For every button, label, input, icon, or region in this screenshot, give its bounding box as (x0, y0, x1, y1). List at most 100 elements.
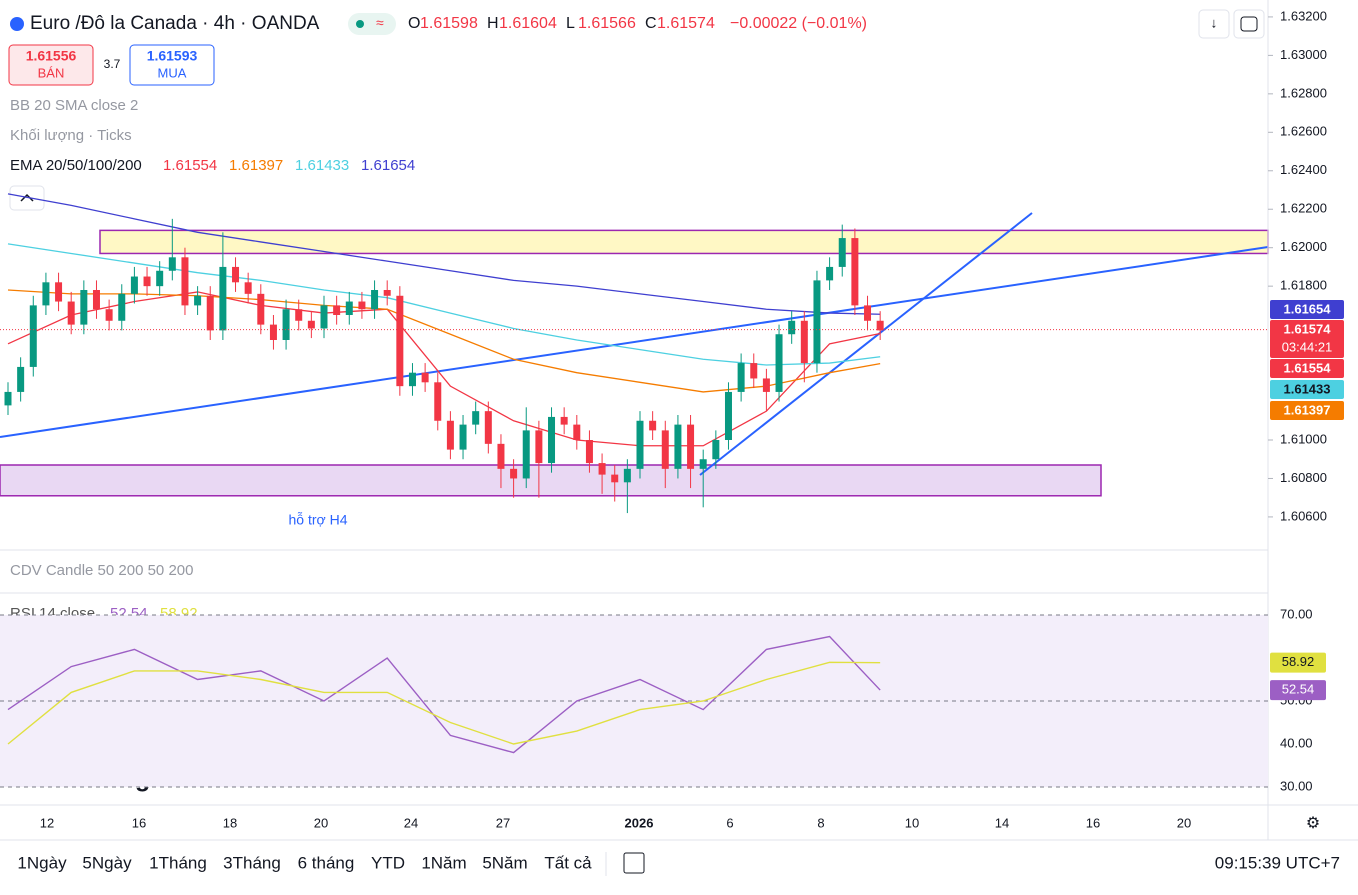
candle-body (611, 474, 619, 483)
candle-body (573, 424, 581, 440)
candle-body (168, 257, 176, 271)
candle-body (67, 301, 75, 325)
y-tick-label: 30.00 (1280, 778, 1313, 793)
symbol-title: Euro /Đô la Canada · 4h · OANDA (30, 13, 320, 34)
candle-body (661, 430, 669, 469)
range-button[interactable]: 5Năm (482, 853, 527, 872)
collapse-icon (20, 193, 34, 202)
zone-label: hỗ trợ H4 (289, 511, 348, 527)
candle-body (548, 416, 556, 464)
sell-label: BÁN (38, 65, 65, 80)
spread: 3.7 (104, 57, 121, 71)
candle-body (864, 305, 872, 321)
y-tick-label: 70.00 (1280, 606, 1313, 621)
candle-body (396, 295, 404, 387)
countdown: 03:44:21 (1282, 339, 1333, 354)
x-tick-label: 12 (40, 815, 54, 830)
date-range-icon[interactable] (623, 852, 645, 874)
buy-button[interactable] (129, 44, 215, 86)
candle-body (194, 295, 202, 306)
buy-label: MUA (158, 65, 187, 80)
candle-body (244, 282, 252, 294)
candle-body (320, 305, 328, 329)
rsi-line (7, 661, 881, 745)
sell-price: 1.61556 (26, 48, 77, 64)
y-tick-label: 1.62000 (1280, 239, 1327, 254)
download-button[interactable] (1198, 9, 1230, 39)
sell-button[interactable] (8, 44, 94, 86)
settings-icon[interactable]: ⚙ (1306, 815, 1320, 832)
candle-body (55, 282, 63, 302)
candle-body (636, 420, 644, 469)
collapse-button[interactable] (9, 185, 45, 211)
ema-line (7, 193, 881, 315)
ema-line (7, 243, 881, 366)
candle-body (92, 290, 100, 310)
candle-body (206, 295, 214, 331)
candle-body (737, 363, 745, 392)
candle-body (307, 320, 315, 329)
y-tick-label: 1.60600 (1280, 508, 1327, 523)
price-label (1270, 300, 1344, 319)
candle-body (699, 459, 707, 469)
clock: 09:15:39 UTC+7 (1215, 853, 1340, 872)
price-label (1270, 320, 1344, 358)
price-label (1270, 359, 1344, 378)
x-tick-label: 20 (1177, 815, 1191, 830)
candle-body (80, 290, 88, 325)
indicator-legend: CDV Candle 50 200 50 200 (10, 562, 193, 579)
price-label-text: 1.61554 (1284, 360, 1332, 375)
candle-body (219, 266, 227, 331)
price-label-text: 1.61397 (1284, 402, 1331, 417)
candle-body (333, 305, 341, 315)
trend-line (699, 212, 1033, 476)
x-tick-label: 18 (223, 815, 237, 830)
ohlc-value: 1.61604 (499, 15, 557, 32)
range-button[interactable]: YTD (371, 853, 405, 872)
rsi-price-label (1270, 652, 1326, 673)
rsi-line (7, 635, 881, 754)
range-button[interactable]: 3Tháng (223, 853, 281, 872)
y-tick-label: 40.00 (1280, 735, 1313, 750)
range-button[interactable]: 1Năm (421, 853, 466, 872)
indicator-legend: Khối lượng · Ticks (10, 127, 132, 144)
candle-body (876, 320, 884, 331)
ohlc-key: H (487, 15, 499, 32)
rsi-price-label (1270, 680, 1326, 701)
range-button[interactable]: 1Tháng (149, 853, 207, 872)
ohlc-key: O (408, 15, 420, 32)
range-button[interactable]: 6 tháng (298, 853, 355, 872)
x-tick-label: 16 (1086, 815, 1100, 830)
y-tick-label: 1.62600 (1280, 124, 1327, 139)
candle-body (712, 440, 720, 460)
ohlc-value: 1.61598 (420, 15, 478, 32)
range-button[interactable]: 5Ngày (82, 853, 132, 872)
ema-legend-value: 1.61433 (295, 157, 349, 174)
price-label-text: 1.61654 (1284, 301, 1332, 316)
x-tick-label: 20 (314, 815, 328, 830)
download-icon: ↓ (1211, 15, 1218, 31)
indicator-legend: EMA 20/50/100/200 (10, 157, 142, 174)
range-button[interactable]: Tất cả (544, 853, 592, 872)
y-tick-label: 1.61800 (1280, 278, 1327, 293)
candle-body (472, 411, 480, 425)
candle-body (130, 276, 138, 294)
x-tick-label: 6 (726, 815, 733, 830)
fullscreen-button[interactable] (1233, 9, 1265, 39)
candle-body (585, 440, 593, 464)
ema-line (7, 289, 881, 393)
candle-body (788, 320, 796, 335)
candle-body (598, 463, 606, 475)
y-tick-label: 1.60800 (1280, 470, 1327, 485)
y-tick-label: 1.62200 (1280, 201, 1327, 216)
price-label-text: 1.61574 (1284, 321, 1332, 336)
range-button[interactable]: 1Ngày (17, 853, 67, 872)
candle-body (383, 290, 391, 296)
ema-legend-value: 1.61554 (163, 157, 217, 174)
candle-body (282, 309, 290, 340)
candle-body (446, 420, 454, 450)
candle-body (371, 290, 379, 310)
zone (99, 229, 1269, 255)
y-tick-label: 1.61000 (1280, 431, 1327, 446)
